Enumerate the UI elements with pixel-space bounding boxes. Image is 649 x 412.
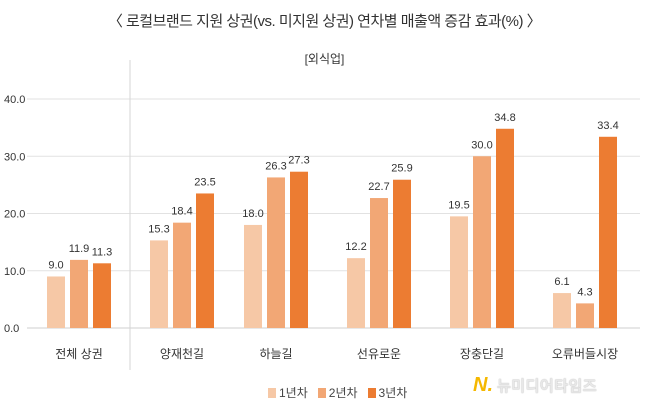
data-label: 22.7: [368, 181, 389, 193]
data-label: 11.3: [92, 246, 113, 258]
bar: [93, 263, 111, 328]
legend-label: 1년차: [279, 386, 308, 400]
x-tick-label: 오류버들시장: [552, 347, 618, 361]
legend-item-year1: 1년차: [268, 384, 308, 401]
data-label: 34.8: [494, 112, 515, 124]
bar: [150, 240, 168, 328]
x-tick-label: 전체 상권: [55, 347, 103, 361]
x-tick-label: 양재천길: [160, 346, 204, 361]
legend-swatch: [268, 387, 276, 398]
data-label: 6.1: [554, 276, 569, 288]
bar: [473, 156, 491, 328]
x-tick-label: 장충단길: [460, 347, 504, 361]
logo-mark-icon: N.: [473, 374, 493, 396]
bar: [599, 136, 617, 328]
legend-item-year2: 2년차: [317, 384, 358, 401]
y-tick-label: 30.0: [4, 151, 25, 163]
y-tick-label: 0.0: [4, 323, 19, 335]
bar: [370, 198, 388, 328]
bar: [70, 259, 88, 328]
data-label: 18.0: [242, 208, 263, 220]
y-tick-label: 20.0: [4, 209, 25, 221]
bar: [290, 171, 308, 328]
data-label: 19.5: [448, 199, 469, 211]
chart-title: 〈 로컬브랜드 지원 상권(vs. 미지원 상권) 연차별 매출액 증감 효과(…: [107, 13, 542, 30]
bar: [244, 224, 262, 328]
bar: [393, 179, 411, 328]
data-label: 27.3: [288, 155, 309, 167]
bar: [496, 128, 514, 328]
data-label: 15.3: [148, 223, 169, 235]
bar: [267, 177, 285, 328]
legend-label: 2년차: [328, 386, 358, 400]
bar: [553, 293, 571, 328]
legend-swatch: [367, 387, 376, 398]
bar: [173, 222, 191, 328]
data-label: 9.0: [48, 259, 63, 271]
legend-item-year3: 3년차: [367, 384, 408, 401]
bar: [196, 193, 214, 328]
x-tick-label: 하늘길: [259, 347, 292, 361]
data-label: 30.0: [471, 139, 492, 151]
watermark-text: 뉴미디어타임즈: [497, 378, 598, 395]
data-label: 33.4: [597, 120, 618, 132]
bar: [450, 216, 468, 328]
legend: 1년차 2년차 3년차: [268, 384, 407, 401]
legend-swatch: [317, 387, 326, 398]
legend-label: 3년차: [378, 386, 408, 400]
data-label: 25.9: [391, 163, 412, 175]
bar: [576, 303, 594, 328]
bar: [347, 258, 365, 328]
bar: [47, 276, 65, 328]
data-label: 26.3: [265, 160, 286, 172]
data-label: 18.4: [171, 206, 192, 218]
x-tick-label: 선유로운: [357, 347, 401, 361]
data-label: 23.5: [194, 176, 215, 188]
data-label: 12.2: [345, 241, 366, 253]
chart-subtitle: [외식업]: [304, 52, 345, 66]
watermark-logo: N. 뉴미디어타임즈: [473, 374, 597, 397]
data-label: 11.9: [69, 243, 90, 255]
y-tick-label: 10.0: [4, 266, 25, 278]
data-label: 4.3: [577, 286, 592, 298]
y-tick-label: 40.0: [4, 94, 25, 106]
